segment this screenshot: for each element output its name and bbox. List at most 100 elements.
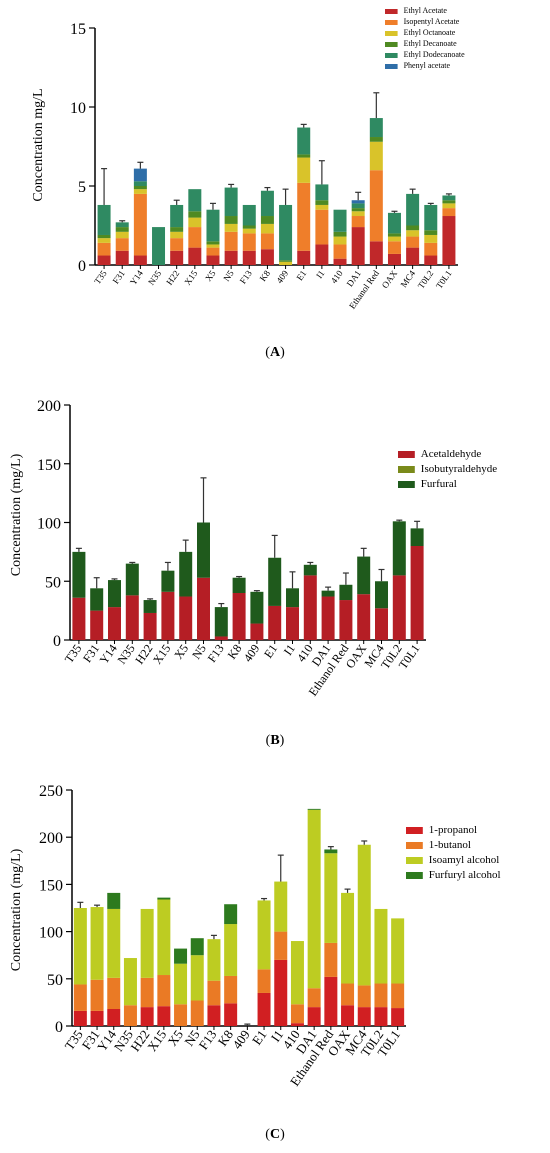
x-tick-label: F31 [80, 642, 102, 665]
bar-segment [207, 1005, 221, 1026]
bar-segment [174, 963, 188, 1005]
bar-segment [170, 231, 184, 239]
bar-segment [307, 808, 321, 810]
bar-segment [197, 577, 210, 640]
bar-segment [190, 955, 204, 1001]
bar-segment [125, 595, 139, 640]
bar-segment [374, 908, 388, 984]
bar-segment [72, 597, 86, 640]
bar-segment [207, 980, 221, 1006]
bar-segment [206, 241, 220, 245]
bar-segment [206, 209, 220, 242]
bar-segment [107, 908, 121, 978]
bar-segment [242, 225, 256, 229]
legend-swatch [385, 42, 398, 47]
x-tick-label: F31 [111, 268, 127, 285]
x-tick-label: MC4 [398, 268, 417, 289]
bar-segment [374, 983, 388, 1008]
bar-segment [97, 255, 111, 265]
bar-segment [207, 939, 221, 981]
bar-segment [410, 528, 424, 546]
y-tick-label: 100 [37, 516, 61, 533]
bar-segment [140, 908, 154, 978]
bar-segment [260, 223, 274, 234]
bar-segment [406, 193, 420, 226]
x-tick-label: Y14 [128, 268, 145, 287]
bar-segment [351, 208, 365, 212]
bar-segment [279, 260, 293, 262]
bar-segment [303, 575, 317, 640]
bar-segment [351, 216, 365, 228]
x-tick-label: T0L1 [434, 268, 454, 290]
bar-segment [374, 1007, 388, 1026]
legend-swatch [406, 857, 423, 864]
bar-segment [357, 985, 371, 1008]
legend-swatch [385, 64, 398, 69]
bar-segment [188, 217, 202, 228]
bar-segment [133, 186, 147, 190]
bar-segment [157, 899, 171, 976]
bar-segment [410, 546, 424, 640]
x-tick-label: X5 [203, 268, 218, 283]
bar-segment [286, 607, 299, 640]
x-tick-label: E1 [261, 642, 280, 661]
bar-segment [424, 204, 438, 231]
bar-segment [333, 236, 347, 245]
bar-segment [115, 231, 129, 239]
x-tick-label: X5 [165, 1027, 186, 1049]
bar-segment [324, 853, 338, 943]
bar-segment [224, 924, 238, 976]
bar-segment [224, 187, 238, 217]
bar-segment [424, 230, 438, 235]
bar-segment [224, 231, 238, 251]
bar-segment [315, 200, 329, 205]
x-tick-label: F13 [238, 268, 255, 286]
bar-segment [242, 250, 256, 265]
bar-segment [224, 223, 238, 232]
legend-label: Ethyl Octanoate [404, 28, 456, 37]
bar-segment [224, 975, 238, 1004]
bar-segment [324, 849, 338, 854]
y-tick-label: 0 [78, 258, 86, 275]
bar-segment [391, 983, 405, 1009]
bar-segment [341, 983, 355, 1006]
bar-segment [387, 233, 401, 237]
bar-segment [321, 596, 335, 640]
bar-segment [369, 241, 383, 265]
y-tick-label: 200 [37, 398, 61, 415]
bar-segment [188, 211, 202, 218]
x-tick-label: H22 [164, 268, 181, 286]
bar-segment [442, 195, 456, 201]
bar-segment [242, 204, 256, 226]
bar-segment [279, 204, 293, 261]
bar-segment [224, 216, 238, 224]
legend-label: Isopentyl Acetate [404, 17, 460, 26]
bar-segment [369, 170, 383, 242]
bar-segment [123, 958, 137, 1006]
bar-segment [260, 190, 274, 217]
bar-segment [387, 212, 401, 234]
bar-segment [279, 261, 293, 265]
bar-segment [307, 809, 321, 989]
bar-segment [133, 255, 147, 265]
bar-segment [369, 118, 383, 138]
bar-segment [315, 209, 329, 245]
y-tick-label: 15 [70, 21, 86, 38]
bar-segment [152, 227, 166, 265]
bar-segment [339, 600, 353, 640]
x-tick-label: T0L1 [396, 642, 423, 672]
bar-segment [197, 522, 210, 578]
bar-segment [274, 931, 288, 960]
bar-segment [406, 225, 420, 231]
bar-segment [170, 204, 184, 228]
x-tick-label: E1 [294, 268, 308, 282]
bar-segment [179, 596, 193, 640]
bar-segment [133, 189, 147, 194]
bar-segment [424, 234, 438, 243]
bar-segment [179, 551, 193, 597]
bar-segment [351, 211, 365, 217]
bar-segment [140, 977, 154, 1008]
bar-segment [170, 227, 184, 232]
bar-segment [140, 1007, 154, 1026]
